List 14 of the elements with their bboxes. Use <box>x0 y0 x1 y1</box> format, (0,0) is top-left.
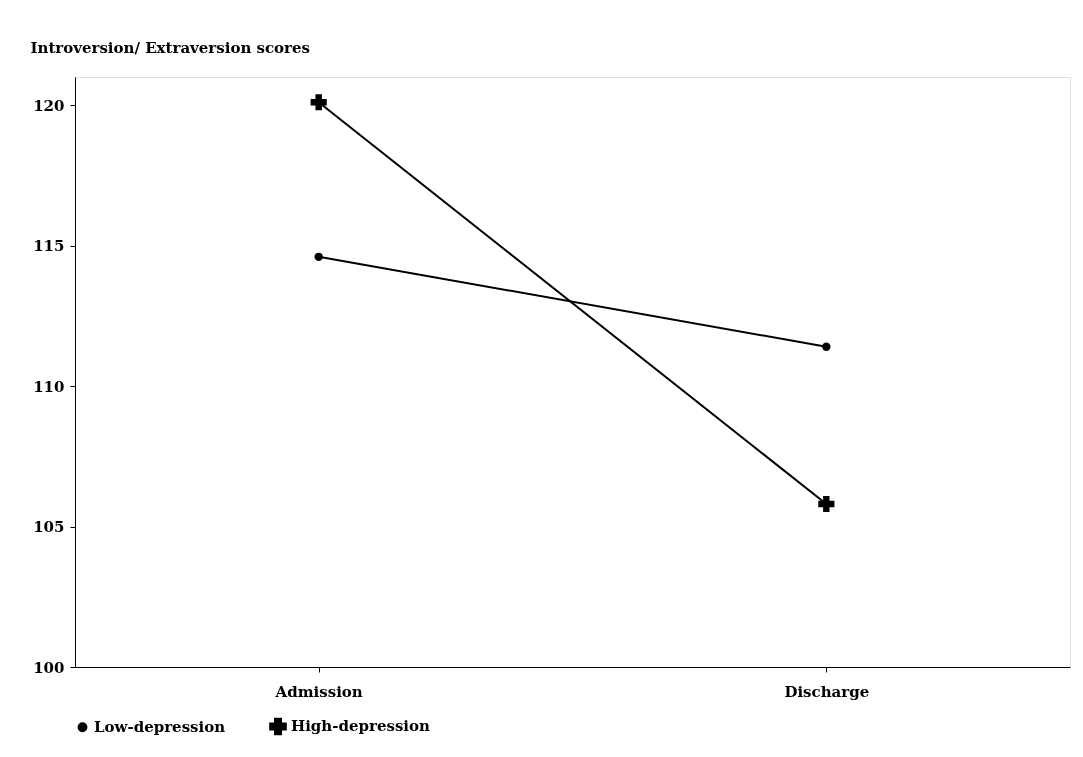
x-tick-label: Discharge <box>784 682 870 701</box>
point <box>314 252 323 261</box>
y-axis-title: Introversion/ Extraversion scores <box>30 38 311 57</box>
y-tick-label: 115 <box>33 237 65 256</box>
legend-label: Low-depression <box>94 718 226 737</box>
y-tick-label: 110 <box>33 377 65 396</box>
point <box>822 342 831 351</box>
point <box>818 495 835 513</box>
x-tick-label: Admission <box>274 682 363 701</box>
y-tick-label: 120 <box>33 96 65 115</box>
legend-label: High-depression <box>291 717 431 736</box>
y-tick-label: 100 <box>33 658 65 677</box>
y-tick-label: 105 <box>33 518 65 537</box>
point <box>310 94 327 111</box>
